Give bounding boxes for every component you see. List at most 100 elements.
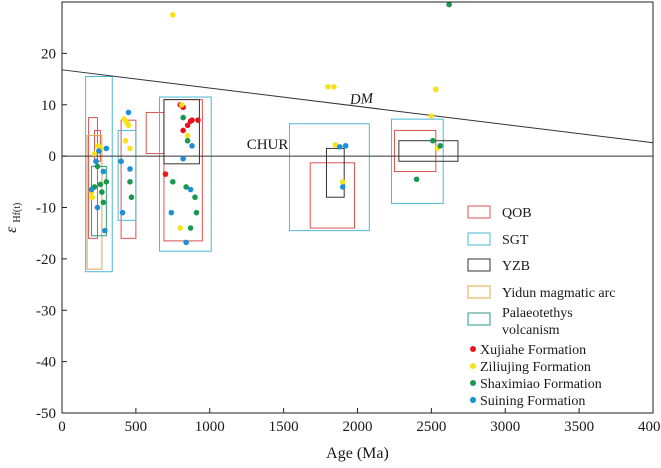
x-axis-label: Age (Ma) — [326, 445, 389, 462]
point-2-4 — [100, 199, 107, 206]
point-1-13 — [184, 132, 191, 139]
legend-swatch-field-0 — [467, 205, 491, 219]
point-2-6 — [127, 179, 133, 185]
y-axis-label-sub: Hf(t) — [12, 203, 23, 223]
x-tick-label-3: 1500 — [269, 419, 299, 435]
legend-swatch-field-4 — [467, 312, 491, 326]
point-2-17 — [437, 143, 444, 149]
point-2-1 — [94, 163, 101, 170]
legend-marker-series-1 — [470, 363, 476, 369]
point-1-10 — [170, 12, 176, 18]
y-tick-label-4: -10 — [36, 201, 56, 217]
y-tick-label-6: 10 — [41, 98, 56, 114]
point-2-13 — [192, 194, 198, 201]
ref-line-dm — [61, 69, 654, 144]
point-1-17 — [339, 179, 346, 185]
field-box-0-5 — [309, 162, 356, 229]
x-tick-label-8: 4000 — [638, 419, 661, 435]
legend: QOB SGT YZB Yidun magmatic arc Palaeotethys v… — [467, 205, 616, 409]
point-2-10 — [183, 184, 189, 190]
point-3-17 — [339, 184, 346, 190]
field-box-1-1 — [117, 129, 137, 221]
point-3-12 — [180, 155, 186, 162]
field-boxes — [85, 75, 459, 273]
legend-label-series-0: Xujiahe Formation — [480, 343, 586, 358]
field-box-2-1 — [325, 147, 345, 198]
field-box-2-2 — [398, 140, 459, 162]
x-tick-label-7: 3500 — [564, 419, 594, 435]
legend-label-series-1: Ziliujing Formation — [480, 360, 591, 375]
point-3-14 — [187, 186, 194, 193]
legend-label-series-2: Shaximiao Formation — [480, 377, 602, 392]
legend-label-field-4-line1: Palaeotethys — [502, 306, 573, 321]
point-1-19 — [433, 86, 439, 93]
point-2-8 — [170, 179, 176, 185]
legend-swatch-field-3 — [467, 285, 491, 299]
point-1-2 — [91, 150, 98, 157]
x-tick-label-5: 2500 — [416, 419, 446, 435]
x-tick-label-2: 1000 — [195, 419, 225, 435]
point-2-15 — [413, 176, 420, 183]
point-0-0 — [162, 171, 169, 177]
point-0-4 — [184, 122, 191, 129]
point-3-7 — [118, 158, 124, 165]
point-1-14 — [325, 83, 331, 90]
legend-label-field-3: Yidun magmatic arc — [502, 286, 616, 301]
y-tick-label-1: -40 — [36, 355, 56, 371]
y-tick-label-0: -50 — [36, 406, 56, 422]
point-2-9 — [180, 114, 186, 121]
field-box-0-6 — [393, 129, 437, 173]
legend-marker-series-0 — [470, 346, 476, 352]
field-box-1-0 — [85, 75, 113, 273]
point-2-16 — [430, 137, 436, 144]
x-tick-label-6: 3000 — [490, 419, 520, 435]
legend-swatch-field-1 — [467, 232, 491, 246]
point-0-3 — [180, 127, 186, 134]
point-3-16 — [336, 144, 343, 150]
x-tick-label-1: 500 — [125, 419, 148, 435]
legend-label-field-2: YZB — [502, 259, 530, 274]
point-3-8 — [119, 209, 126, 216]
data-points — [88, 1, 452, 246]
point-3-3 — [96, 148, 102, 154]
point-2-18 — [446, 1, 452, 8]
point-1-11 — [177, 225, 183, 231]
x-tick-label-0: 0 — [58, 419, 66, 435]
field-box-0-3 — [145, 111, 165, 155]
point-1-18 — [428, 113, 435, 119]
axis-ticks: 0 500 1000 1500 2000 2500 3000 3500 4000 -50 -40 -3… — [36, 46, 661, 435]
point-2-14 — [193, 209, 200, 216]
y-axis-label: ε Hf(t) — [3, 203, 23, 233]
point-2-11 — [184, 137, 191, 144]
point-1-8 — [125, 122, 132, 129]
point-1-12 — [178, 101, 185, 108]
point-1-9 — [127, 145, 133, 152]
y-tick-label-5: 0 — [49, 149, 57, 165]
point-3-9 — [125, 109, 132, 116]
y-tick-label-7: 20 — [41, 46, 56, 62]
point-3-13 — [183, 239, 189, 246]
field-box-2-0 — [163, 99, 200, 165]
legend-label-series-3: Suining Formation — [480, 394, 585, 409]
legend-swatch-field-2 — [467, 258, 491, 272]
x-tick-label-4: 2000 — [343, 419, 373, 435]
point-3-2 — [94, 204, 101, 211]
point-0-7 — [195, 117, 201, 123]
point-0-6 — [189, 117, 195, 123]
y-tick-label-2: -30 — [36, 303, 56, 319]
ref-line-label-chur: CHUR — [247, 137, 289, 153]
ref-line-label-dm: DM — [348, 91, 375, 109]
y-tick-label-3: -20 — [36, 252, 56, 268]
legend-marker-series-3 — [470, 397, 476, 403]
point-3-6 — [103, 145, 110, 152]
point-2-7 — [128, 194, 135, 201]
point-3-10 — [127, 166, 133, 172]
field-box-1-2 — [159, 96, 212, 252]
point-2-3 — [99, 189, 105, 195]
legend-label-field-4-line2: volcanism — [502, 323, 560, 338]
point-3-1 — [93, 158, 99, 165]
y-axis-label-main: ε — [3, 226, 20, 233]
point-1-1 — [89, 194, 96, 201]
reference-lines: DM CHUR — [61, 69, 654, 157]
